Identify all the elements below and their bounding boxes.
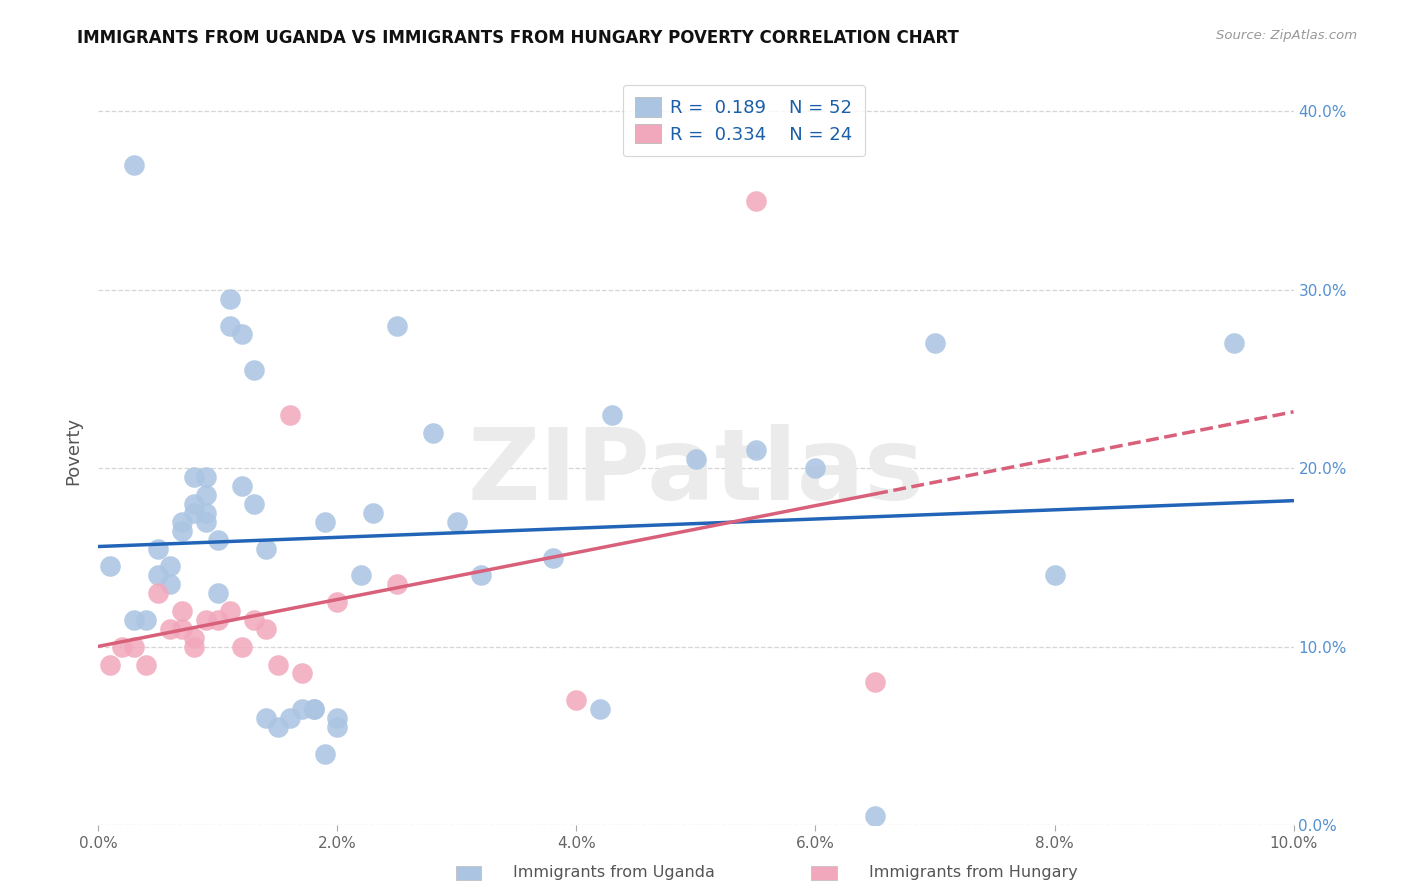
Point	[602, 408, 624, 422]
Point	[446, 515, 468, 529]
Point	[219, 292, 242, 306]
Point	[243, 613, 266, 627]
Point	[195, 488, 218, 502]
Point	[541, 550, 564, 565]
Point	[159, 559, 181, 574]
Point	[148, 541, 170, 556]
Point	[243, 363, 266, 377]
Point	[745, 443, 768, 458]
Point	[148, 586, 170, 600]
Point	[385, 577, 409, 591]
Bar	[811, 866, 837, 880]
Point	[254, 711, 277, 725]
Point	[195, 470, 218, 484]
Point	[865, 675, 887, 690]
Point	[195, 613, 218, 627]
Point	[302, 702, 325, 716]
Point	[422, 425, 444, 440]
Point	[267, 720, 290, 734]
Point	[135, 657, 157, 672]
Text: Immigrants from Hungary: Immigrants from Hungary	[869, 865, 1077, 880]
Point	[195, 515, 218, 529]
Point	[172, 524, 194, 538]
Point	[172, 515, 194, 529]
Point	[254, 541, 277, 556]
Point	[219, 604, 242, 618]
Point	[183, 497, 205, 511]
Point	[111, 640, 134, 654]
Text: ZIPatlas: ZIPatlas	[468, 425, 924, 522]
Text: Source: ZipAtlas.com: Source: ZipAtlas.com	[1216, 29, 1357, 42]
Point	[148, 568, 170, 582]
Point	[291, 702, 314, 716]
Point	[183, 631, 205, 645]
Point	[685, 452, 707, 467]
Point	[267, 657, 290, 672]
Point	[254, 622, 277, 636]
Point	[231, 327, 253, 342]
Point	[865, 809, 887, 823]
Legend: R =  0.189    N = 52, R =  0.334    N = 24: R = 0.189 N = 52, R = 0.334 N = 24	[623, 85, 865, 156]
Point	[315, 515, 337, 529]
Point	[183, 470, 205, 484]
Point	[385, 318, 409, 333]
Point	[565, 693, 588, 707]
Point	[278, 408, 301, 422]
Point	[231, 479, 253, 493]
Point	[98, 657, 122, 672]
Point	[231, 640, 253, 654]
Point	[98, 559, 122, 574]
Text: IMMIGRANTS FROM UGANDA VS IMMIGRANTS FROM HUNGARY POVERTY CORRELATION CHART: IMMIGRANTS FROM UGANDA VS IMMIGRANTS FRO…	[77, 29, 959, 46]
Text: Immigrants from Uganda: Immigrants from Uganda	[513, 865, 716, 880]
Point	[124, 640, 146, 654]
Point	[183, 640, 205, 654]
Point	[302, 702, 325, 716]
Point	[243, 497, 266, 511]
Point	[195, 506, 218, 520]
Point	[124, 158, 146, 172]
Point	[219, 318, 242, 333]
Y-axis label: Poverty: Poverty	[65, 417, 83, 484]
Point	[745, 194, 768, 208]
Point	[326, 720, 349, 734]
Point	[470, 568, 492, 582]
Point	[135, 613, 157, 627]
Point	[183, 506, 205, 520]
Point	[589, 702, 612, 716]
Point	[159, 577, 181, 591]
Point	[172, 604, 194, 618]
Point	[172, 622, 194, 636]
Point	[326, 595, 349, 609]
Point	[363, 506, 385, 520]
Point	[1223, 336, 1246, 351]
Point	[804, 461, 827, 475]
Bar	[456, 866, 481, 880]
Point	[326, 711, 349, 725]
Point	[924, 336, 946, 351]
Point	[207, 533, 229, 547]
Point	[207, 586, 229, 600]
Point	[207, 613, 229, 627]
Point	[159, 622, 181, 636]
Point	[124, 613, 146, 627]
Point	[1043, 568, 1066, 582]
Point	[278, 711, 301, 725]
Point	[291, 666, 314, 681]
Point	[315, 747, 337, 761]
Point	[350, 568, 373, 582]
